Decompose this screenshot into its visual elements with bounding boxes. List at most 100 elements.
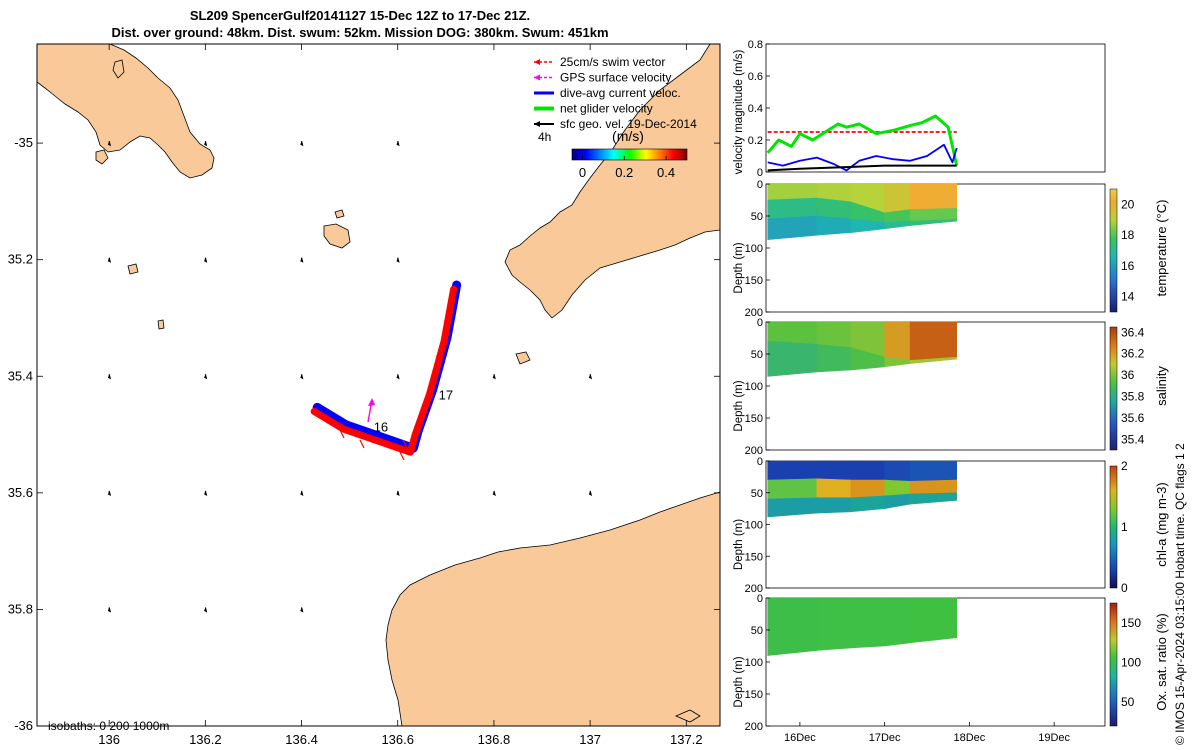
legend-label: sfc geo. vel. 19-Dec-2014 [560,117,697,131]
profile-cell [767,340,818,377]
profile-colorbar-tick-label: 18 [1121,228,1135,242]
swim-vector-arrow [359,439,365,449]
profile-colorbar-tick-label: 50 [1121,695,1135,709]
colorbar-side-label: 4h [538,130,551,144]
depth-tick-label: 100 [745,381,763,393]
profile-colorbar-tick-label: 150 [1121,616,1141,630]
profile-colorbar-tick-label: 36.2 [1121,347,1145,361]
depth-axis-label: Depth (m) [733,656,745,707]
geo-velocity-arrow [300,490,304,496]
sfc-geo-velocity-arrows [107,140,593,613]
map-x-tick-label: 136.8 [478,732,511,747]
gps-surface-velocity-arrowhead [368,398,375,406]
map-x-tick-label: 137.2 [670,732,703,747]
velocity-series-line [766,114,959,166]
profile-colorbar-tick-label: 1 [1121,520,1128,534]
map-y-tick-label: 35.4 [8,368,33,383]
depth-tick-label: 200 [745,583,763,595]
colorbar-tick-label: 0 [579,165,586,180]
legend-item: GPS surface velocity [534,71,671,85]
legend-label: GPS surface velocity [560,71,671,85]
depth-tick-label: 50 [751,349,763,361]
velocity-series-line [767,143,958,172]
profile-colorbar [1109,188,1118,313]
legend-label: dive-avg current veloc. [560,86,681,100]
legend-swatch-head [534,74,540,81]
map-x-tick-label: 136.6 [381,732,414,747]
velocity-y-tick-label: 0.8 [748,39,763,51]
profile-panel-2: 0 50 100 150 200 Depth (m) 0 1 2 chl-a (mg m-3) [733,456,1169,595]
geo-velocity-arrow [396,257,400,263]
date-tick-label: 18Dec [954,732,986,744]
map-y-tick-label: -35 [14,135,33,150]
geo-velocity-arrow [204,490,208,496]
profile-cell [816,215,852,236]
geo-velocity-arrow [396,374,400,380]
velocity-y-tick-label: 0.6 [748,71,763,83]
date-axis: 16Dec 17Dec 18Dec 19Dec [784,722,1071,744]
velocity-series-line [767,164,957,172]
depth-tick-label: 0 [757,317,763,329]
profile-cell [884,460,911,482]
depth-tick-label: 200 [745,445,763,457]
depth-tick-label: 100 [745,520,763,532]
isobaths-label: isobaths: 0 200 1000m [48,719,169,733]
profile-colorbar-label: temperature (°C) [1154,200,1169,297]
legend-label: 25cm/s swim vector [560,55,665,69]
profile-colorbar-tick-label: 35.6 [1121,411,1145,425]
credit-text: © IMOS 15-Apr-2024 03:15:00 Hobart time.… [1173,443,1187,745]
legend-swatch-head [534,121,540,127]
depth-tick-label: 150 [745,275,763,287]
profile-cell [884,597,911,647]
profile-cell [767,478,818,500]
profile-colorbar-label: Ox. sat. ratio (%) [1154,613,1169,711]
geo-velocity-arrow [107,257,112,263]
depth-axis-label: Depth (m) [733,519,745,570]
profile-cell [884,321,911,361]
profile-cell [909,492,957,505]
profile-cell [816,321,852,348]
geo-velocity-arrow [588,490,593,496]
depth-tick-label: 200 [745,721,763,733]
legend-item: sfc geo. vel. 19-Dec-2014 [534,117,697,131]
geo-velocity-arrow [204,607,208,613]
profile-cell [850,460,885,481]
legend-item: net glider velocity [534,102,653,116]
small-island [112,59,125,79]
profile-cell [884,183,911,214]
profile-cell [909,597,957,644]
geo-velocity-arrow [204,140,208,147]
geo-velocity-arrow [300,257,304,263]
colorbar-tick-label: 0.2 [615,165,633,180]
swim-vector-track [310,285,458,456]
depth-tick-label: 50 [751,211,763,223]
geo-velocity-arrow [300,607,304,613]
map-frame [36,43,721,727]
profile-colorbar-label: salinity [1154,366,1169,406]
colorbar-ticks: 0 0.2 0.4 [579,156,675,180]
profile-colorbar [1109,326,1118,451]
geo-velocity-arrow [107,374,112,380]
small-island [157,319,165,330]
map-x-tick-label: 136.4 [285,732,318,747]
velocity-panel-frame [765,43,1106,173]
legend-item: dive-avg current veloc. [534,86,681,100]
profile-colorbar-label: chl-a (mg m-3) [1154,482,1169,567]
profile-cell [767,197,818,220]
profile-colorbar-tick-label: 100 [1121,656,1141,670]
profile-cell [767,460,818,481]
profile-cell [767,321,818,345]
legend-item: 25cm/s swim vector [534,55,665,69]
depth-axis-label: Depth (m) [733,380,745,431]
colorbar-title: (m/s) [612,128,644,144]
geo-velocity-arrow [300,140,304,147]
map-x-tick-label: 136.2 [189,732,222,747]
yorke-peninsula [504,44,720,319]
swim-vector-arrow [399,451,405,461]
legend-swatch-head [534,59,540,65]
depth-tick-label: 150 [745,689,763,701]
profile-colorbar-tick-label: 35.4 [1121,432,1145,446]
velocity-y-axis-label: velocity magnitude (m/s) [733,50,745,175]
